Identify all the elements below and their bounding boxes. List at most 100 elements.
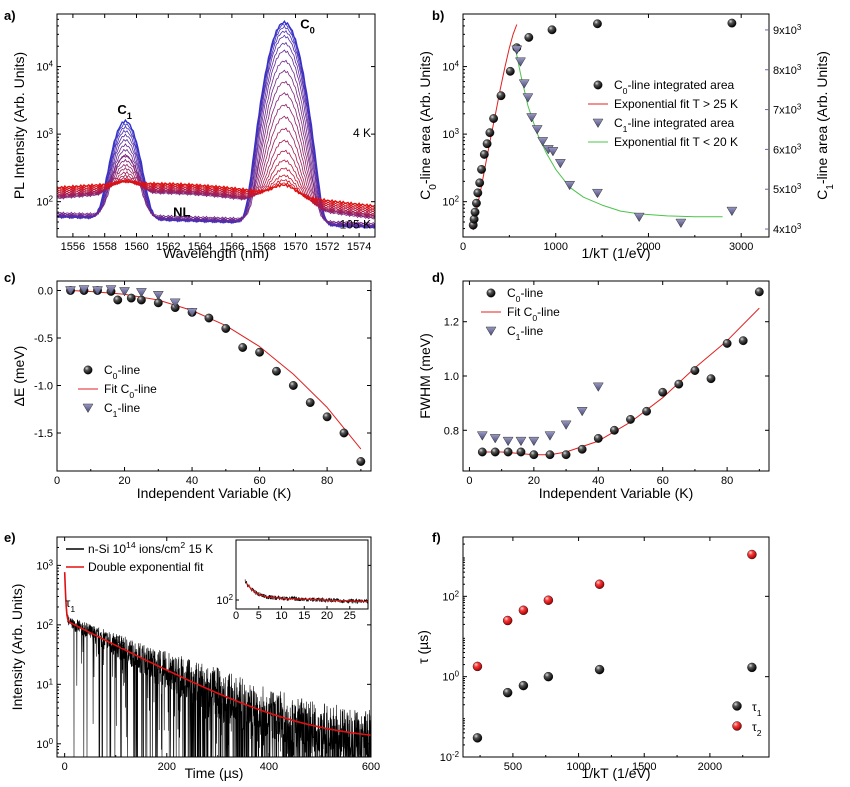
panel-b-c1-point bbox=[547, 147, 559, 157]
panel-b-c1-point bbox=[554, 159, 566, 169]
panel-d-c1-point bbox=[476, 431, 488, 441]
inset-xtick-label: 0 bbox=[233, 610, 239, 622]
panel-d-xtick-label: 40 bbox=[592, 475, 604, 487]
legend-c-c1-label: C1-line bbox=[104, 401, 140, 419]
legend-d-fit-label: Fit C0-line bbox=[507, 305, 560, 323]
legend-e-data-label: n-Si 1014 ions/cm2 15 K bbox=[88, 540, 213, 556]
panel-c-c1-point bbox=[92, 286, 103, 296]
panel-d-c1-point bbox=[544, 431, 556, 441]
panel-b-c1-point bbox=[564, 180, 576, 191]
panel-c-c1-point bbox=[186, 308, 198, 318]
panel-b-c0-point bbox=[482, 139, 492, 149]
panel-d-ytick-label: 1.0 bbox=[444, 371, 459, 383]
panel-d-c0-point bbox=[609, 425, 619, 435]
inset-xtick-label: 10 bbox=[275, 610, 287, 622]
legend-f-tau1-label: τ1 bbox=[752, 700, 762, 718]
legend-c-c1-marker bbox=[82, 403, 94, 413]
panel-d-c0-point bbox=[503, 447, 513, 457]
panel-b-c1-point bbox=[522, 93, 534, 103]
panel-f-tau2-point bbox=[472, 661, 483, 672]
legend-f-tau2-label: τ2 bbox=[752, 720, 762, 738]
panel-c-xtick-label: 40 bbox=[186, 475, 198, 487]
panel-d-c0-point bbox=[642, 406, 651, 416]
panel-c-c0-point bbox=[221, 324, 231, 333]
panel-c-c0-point bbox=[322, 412, 332, 422]
legend-b-c1-marker bbox=[592, 118, 604, 128]
panel-c-c0-point bbox=[305, 398, 315, 407]
panel-f-letter: f) bbox=[432, 530, 441, 545]
panel-f-ytick-label: 102 bbox=[442, 589, 459, 604]
panel-a-traces bbox=[57, 20, 375, 230]
panel-b-ytick-label: 104 bbox=[442, 59, 459, 74]
panel-e-ytick-label: 100 bbox=[36, 736, 53, 751]
panel-d-xlabel: Independent Variable (K) bbox=[539, 485, 694, 501]
panel-f-tau2-point bbox=[518, 605, 529, 615]
panel-c-c0-point bbox=[356, 457, 366, 466]
panel-b-c0-point bbox=[475, 178, 485, 188]
panel-f-xtick-label: 2000 bbox=[698, 761, 722, 773]
panel-c-c1-point bbox=[105, 285, 117, 295]
panel-f-ytick-label: 100 bbox=[442, 669, 459, 684]
panel-a-ytick-label: 104 bbox=[36, 59, 53, 74]
panel-e-xtick-label: 600 bbox=[362, 761, 380, 773]
legend-b-c1-label: C1-line integrated area bbox=[614, 116, 735, 134]
panel-d-c0-point bbox=[516, 447, 526, 457]
panel-d-ytick-label: 0.8 bbox=[444, 425, 459, 437]
panel-c-c0-point bbox=[255, 347, 264, 357]
panel-b-xlabel: 1/kT (1/eV) bbox=[582, 245, 651, 261]
panel-d-c0-point bbox=[722, 339, 732, 348]
panel-c-xlabel: Independent Variable (K) bbox=[137, 485, 292, 501]
inset-xtick-label: 15 bbox=[298, 610, 310, 622]
panel-e-ytick-label: 102 bbox=[36, 617, 53, 632]
panel-d-xtick-label: 80 bbox=[721, 475, 733, 487]
panel-f-tau2-point bbox=[747, 549, 757, 560]
panel-b-xtick-label: 3000 bbox=[729, 241, 753, 253]
panel-b-y2tick-label: 5x103 bbox=[773, 182, 802, 197]
panel-d-c0-point bbox=[754, 287, 764, 297]
inset-xtick-label: 20 bbox=[321, 610, 333, 622]
panel-b-y2tick-label: 8x103 bbox=[773, 62, 802, 77]
panel-d-c0-point bbox=[690, 366, 700, 375]
panel-b-c1-point bbox=[526, 113, 538, 123]
panel-a-xtick-label: 1572 bbox=[315, 241, 339, 253]
legend-d-c0-marker bbox=[486, 288, 496, 298]
panel-a-ylabel: PL Intensity (Arb. Units) bbox=[11, 52, 27, 199]
panel-d-c0-point bbox=[561, 450, 571, 460]
panel-b-c1-point bbox=[675, 218, 687, 229]
panel-c-c0-point bbox=[126, 293, 136, 303]
panel-f-frame bbox=[462, 536, 770, 758]
panel-c-c1-point bbox=[78, 285, 90, 295]
panel-e-ytick-label: 101 bbox=[36, 677, 53, 692]
panel-a-trace bbox=[57, 178, 375, 208]
legend-b-fit2-label: Exponential fit T < 20 K bbox=[614, 135, 738, 149]
panel-d-c0-point bbox=[658, 387, 668, 397]
inset-fit-line bbox=[245, 582, 368, 603]
legend-f-tau1-marker bbox=[732, 701, 742, 711]
panel-f-tau1-point bbox=[472, 733, 483, 743]
panel-d-letter: d) bbox=[432, 270, 444, 285]
panel-d-c1-point bbox=[528, 436, 540, 447]
panel-d-c0-point bbox=[706, 374, 716, 384]
panel-b-y2label: C1-line area (Arb. Units) bbox=[814, 51, 836, 200]
panel-c-c1-point bbox=[169, 298, 181, 308]
panel-a-xtick-label: 1568 bbox=[251, 241, 275, 253]
panel-a-trace bbox=[57, 179, 375, 210]
panel-d-c0-point bbox=[529, 450, 539, 460]
legend-e-fit-label: Double exponential fit bbox=[88, 560, 204, 574]
panel-a-xlabel: Wavelength (nm) bbox=[163, 245, 269, 261]
panel-f-xtick-label: 1500 bbox=[632, 761, 656, 773]
annotation-105k: 105 K bbox=[340, 218, 371, 232]
panel-e-xtick-label: 400 bbox=[260, 761, 278, 773]
panel-b-c0-point bbox=[524, 33, 534, 42]
panel-f-tau1-point bbox=[502, 687, 513, 698]
panel-b-xtick-label: 0 bbox=[460, 241, 466, 253]
panel-b-c0-point bbox=[489, 114, 498, 123]
panel-b-c1-point bbox=[537, 137, 549, 147]
annotation-4k: 4 K bbox=[353, 126, 371, 140]
panel-d-c0-point bbox=[626, 415, 635, 424]
panel-e-ylabel: Intensity (Arb. Units) bbox=[9, 584, 25, 711]
panel-e-frame bbox=[56, 536, 372, 758]
inset-xtick-label: 5 bbox=[256, 610, 262, 622]
panel-c-ytick-label: -0.5 bbox=[34, 333, 53, 345]
panel-b-c0-point bbox=[496, 91, 506, 101]
